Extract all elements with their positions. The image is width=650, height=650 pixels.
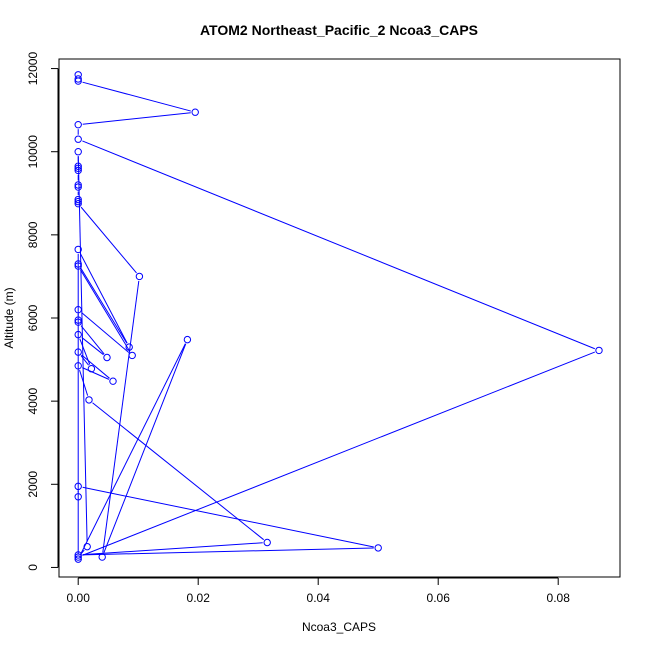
data-point [74, 493, 82, 501]
series-segment [103, 343, 187, 554]
series-segment [81, 337, 104, 356]
data-point [263, 538, 271, 547]
data-point [125, 343, 133, 351]
series-segment [81, 354, 110, 379]
series-segment [82, 486, 374, 548]
series-segment [82, 367, 110, 380]
data-point [74, 77, 82, 85]
data-point [74, 245, 82, 254]
y-axis-label: Altitude (m) [2, 287, 16, 348]
data-point [374, 544, 382, 552]
series-segment [82, 81, 191, 112]
series-segment [81, 312, 130, 353]
x-axis: 0.00 0.02 0.04 0.06 0.08 [67, 577, 571, 605]
data-point [74, 199, 82, 208]
data-point [183, 335, 192, 344]
series-segment [77, 156, 88, 543]
data-point [74, 166, 82, 175]
series-segment [79, 253, 128, 344]
data-point [103, 353, 111, 362]
series-segment [82, 351, 596, 556]
series-segment [82, 547, 374, 556]
series-segment [102, 280, 140, 553]
x-tick-label: 0.02 [187, 591, 211, 605]
data-point [98, 553, 106, 561]
y-tick-label: 8000 [26, 221, 40, 248]
data-point [74, 120, 82, 129]
series-segment [80, 206, 137, 274]
data-point [135, 272, 144, 281]
data-point [74, 262, 82, 270]
x-tick-label: 0.08 [547, 591, 571, 605]
y-tick-label: 6000 [26, 304, 40, 331]
x-tick-label: 0.04 [307, 591, 331, 605]
y-tick-label: 0 [26, 564, 40, 571]
data-point [74, 330, 82, 339]
x-tick-label: 0.00 [67, 591, 91, 605]
data-point [74, 148, 82, 156]
data-point [109, 377, 117, 385]
data-point [74, 197, 82, 206]
data-point [74, 183, 82, 191]
y-tick-label: 4000 [26, 387, 40, 414]
series-segment [80, 269, 131, 352]
data-point [74, 305, 82, 314]
data-point [83, 542, 91, 551]
x-axis-label: Ncoa3_CAPS [302, 620, 376, 634]
data-point [74, 135, 82, 143]
y-tick-label: 2000 [26, 471, 40, 498]
chart-title: ATOM2 Northeast_Pacific_2 Ncoa3_CAPS [200, 22, 478, 38]
data-point [87, 365, 96, 373]
data-point [74, 260, 82, 268]
data-point [74, 553, 82, 561]
data-series [74, 71, 603, 563]
data-point [128, 351, 136, 360]
y-tick-label: 10000 [26, 135, 40, 169]
data-point [74, 551, 82, 559]
data-point [74, 555, 82, 563]
y-axis: 0 2000 4000 6000 8000 10000 12000 [26, 52, 59, 571]
data-point [74, 181, 82, 189]
x-tick-label: 0.06 [427, 591, 451, 605]
data-point [74, 482, 82, 491]
series-segment [79, 369, 89, 396]
series-segment [80, 355, 89, 366]
data-point [74, 316, 82, 324]
data-point [74, 348, 82, 356]
data-point [74, 75, 82, 83]
series-segment [80, 325, 105, 355]
y-tick-label: 12000 [26, 52, 40, 86]
plot-frame [58, 58, 621, 578]
data-point [74, 162, 82, 170]
data-point [74, 318, 82, 326]
data-point [74, 362, 82, 370]
series-segment [92, 402, 264, 541]
data-point [191, 108, 199, 116]
series-segment [82, 542, 263, 556]
series-segment [82, 140, 596, 350]
series-segment [79, 343, 186, 556]
data-point [74, 195, 82, 204]
data-point [74, 164, 82, 173]
series-segment [80, 267, 128, 344]
series-segment [82, 112, 191, 125]
data-point [85, 396, 93, 404]
data-point [595, 346, 603, 355]
